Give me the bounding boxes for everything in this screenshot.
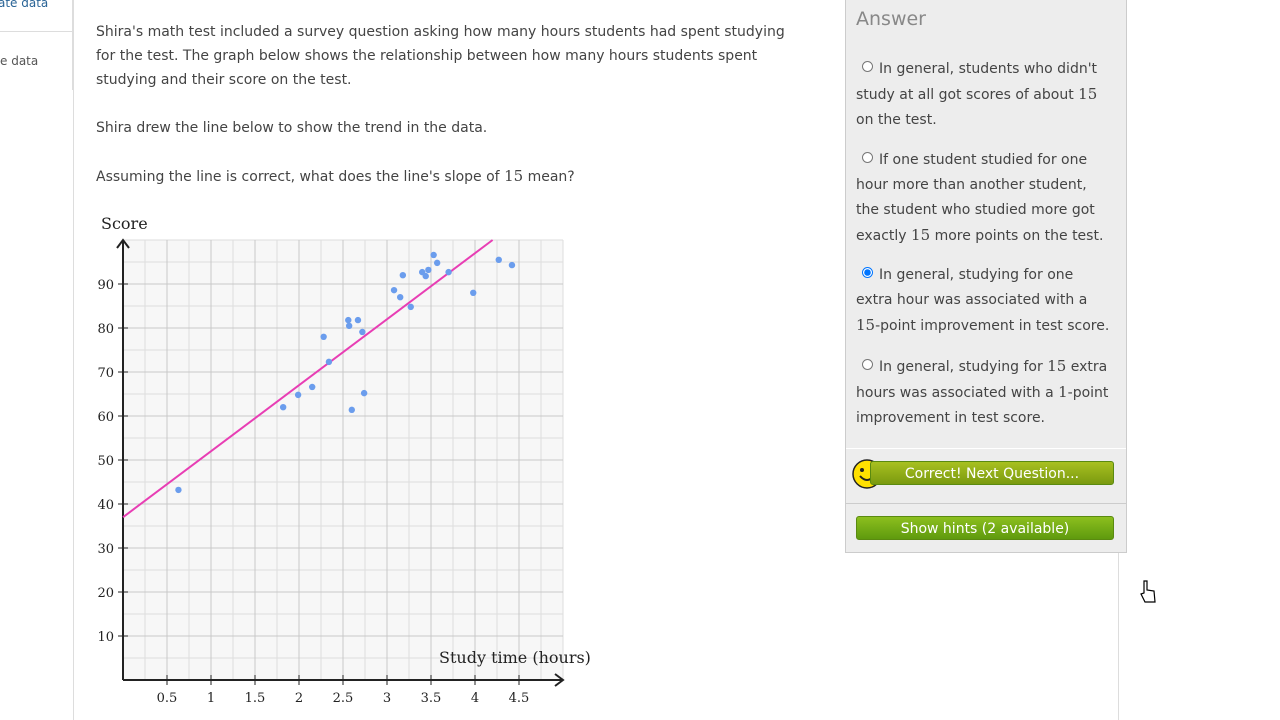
data-point	[433, 259, 441, 267]
y-tick-label: 80	[97, 322, 114, 337]
sidebar: ate data e data	[0, 0, 73, 90]
data-point	[348, 406, 355, 414]
y-tick-label: 20	[97, 586, 114, 601]
paragraph: Shira's math test included a survey ques…	[96, 20, 796, 92]
text: Shira's math test included a survey ques…	[96, 24, 785, 88]
data-point	[359, 328, 366, 336]
math-text: 15	[911, 226, 931, 244]
text: If one student studied for one hour more…	[856, 152, 1095, 244]
text: mean?	[523, 169, 575, 185]
radio-button[interactable]	[862, 359, 873, 370]
next-question-button[interactable]: Correct! Next Question...	[870, 461, 1114, 485]
divider	[846, 448, 1126, 449]
data-point	[445, 268, 452, 276]
math-text: 15	[856, 316, 876, 334]
text: Shira drew the line below to show the tr…	[96, 120, 488, 136]
chart: 0.5 1 1.5 2 2.5 3 3.5 4 4.5 10 20 30 40 50 60 70 80 90 Sco…	[97, 214, 591, 706]
text: In general, studying for	[879, 359, 1048, 375]
x-tick-label: 1.5	[245, 691, 266, 706]
x-axis-label: Study time (hours)	[439, 648, 591, 667]
y-axis-label: Score	[101, 214, 148, 233]
data-point	[309, 383, 316, 391]
x-tick-label: 4	[471, 691, 479, 706]
data-point	[495, 256, 502, 263]
data-point	[430, 251, 437, 259]
text: -point improvement in test score.	[856, 385, 1109, 426]
y-tick-label: 90	[97, 278, 114, 293]
sidebar-link[interactable]: e data	[0, 54, 39, 68]
data-point	[360, 389, 368, 397]
radio-button[interactable]	[862, 267, 873, 278]
sidebar-link[interactable]: ate data	[0, 0, 49, 10]
x-tick-label: 1	[207, 691, 215, 706]
math-text: 15	[1078, 85, 1098, 103]
y-tick-label: 60	[97, 410, 114, 425]
data-point	[345, 316, 352, 324]
y-tick-label: 70	[97, 366, 114, 381]
answer-panel: Answer Correct! Next Question... Show hi…	[845, 0, 1127, 553]
radio-button[interactable]	[862, 61, 873, 72]
answer-choice[interactable]: In general, studying for one extra hour …	[856, 263, 1114, 339]
data-point	[354, 316, 362, 324]
cursor	[1140, 580, 1156, 603]
data-point	[399, 272, 407, 279]
paragraph: Assuming the line is correct, what does …	[96, 164, 796, 189]
data-point	[390, 286, 398, 294]
x-tick-label: 4.5	[509, 691, 530, 706]
x-tick-label: 0.5	[157, 691, 178, 706]
data-point	[407, 303, 414, 311]
data-point	[397, 294, 404, 301]
data-point	[422, 272, 429, 280]
data-point	[508, 261, 516, 269]
x-tick-label: 2.5	[333, 691, 354, 706]
data-point	[325, 358, 333, 366]
data-point	[345, 322, 353, 329]
y-axis-arrow	[116, 238, 130, 249]
divider	[0, 31, 72, 32]
data-point	[425, 266, 432, 274]
text: In general, studying for one extra hour …	[856, 267, 1088, 308]
data-point	[294, 391, 302, 399]
data-point	[470, 289, 477, 296]
divider	[846, 503, 1126, 504]
y-tick-label: 40	[97, 498, 114, 513]
text: more points on the test.	[930, 228, 1104, 244]
y-tick-label: 10	[97, 630, 114, 645]
paragraph: Shira drew the line below to show the tr…	[96, 116, 796, 140]
answer-choice[interactable]: In general, studying for 15 extra hours …	[856, 354, 1114, 431]
show-hints-button[interactable]: Show hints (2 available)	[856, 516, 1114, 540]
y-tick-label: 30	[97, 542, 114, 557]
x-tick-label: 2	[295, 691, 303, 706]
data-point	[279, 404, 287, 411]
radio-button[interactable]	[862, 152, 873, 163]
x-tick-label: 3.5	[421, 691, 442, 706]
trend-line	[122, 239, 494, 519]
x-axis-arrow	[554, 673, 565, 687]
text: Assuming the line is correct, what does …	[96, 169, 505, 185]
answer-title: Answer	[856, 8, 926, 30]
answer-choice[interactable]: If one student studied for one hour more…	[856, 148, 1114, 249]
question: Shira's math test included a survey ques…	[96, 20, 796, 213]
y-tick-label: 50	[97, 454, 114, 469]
x-tick-label: 3	[383, 691, 391, 706]
text: extra hours was associated with a	[856, 359, 1108, 401]
text: -point improvement in test score.	[875, 318, 1110, 334]
text: In general, students who didn't study at…	[856, 61, 1098, 103]
data-point	[175, 486, 182, 494]
data-point	[320, 333, 327, 340]
math-text: 15	[1047, 357, 1067, 375]
text: on the test.	[856, 112, 937, 128]
answer-choice[interactable]: In general, students who didn't study at…	[856, 57, 1114, 133]
math-text: 1	[1058, 383, 1068, 401]
math-text: 15	[504, 167, 524, 185]
